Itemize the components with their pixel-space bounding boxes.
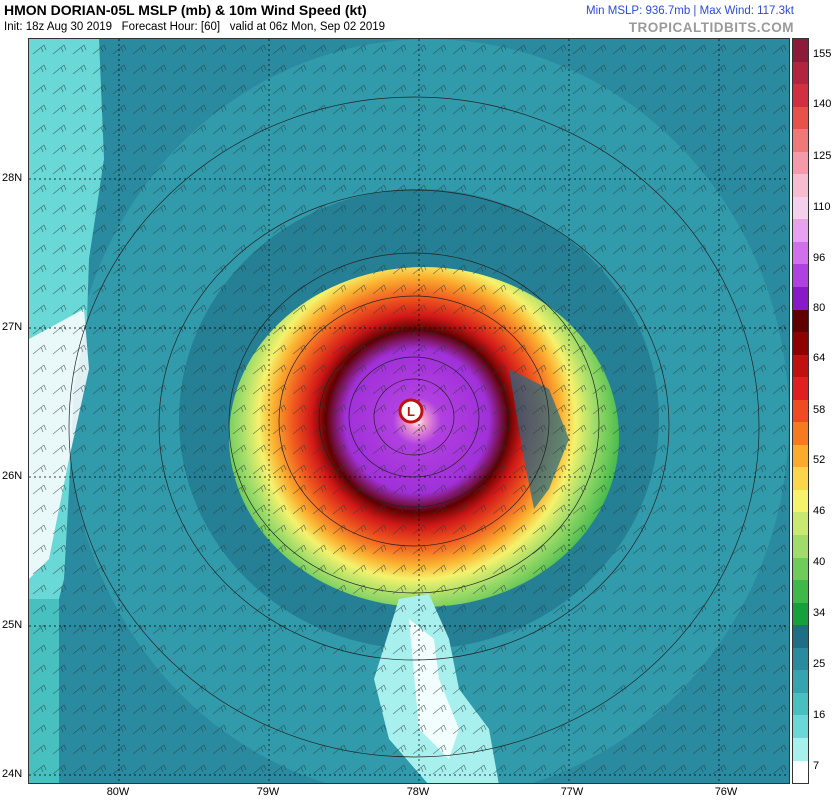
colorbar-tick-label: 46 [813,505,826,517]
map-panel[interactable]: L [28,38,790,784]
colorbar-swatch [793,512,808,536]
colorbar-swatch [793,84,808,107]
low-pressure-marker: L [407,404,415,419]
colorbar-swatch [793,647,808,671]
colorbar-swatch [793,354,808,378]
colorbar-swatch [793,467,808,490]
colorbar-tick-label: 110 [813,201,831,213]
colorbar-tick-label: 40 [813,556,826,568]
site-watermark[interactable]: TROPICALTIDBITS.COM [628,20,794,35]
colorbar-tick-label: 7 [813,760,820,772]
colorbar-swatch [793,106,808,130]
colorbar-swatch [793,61,808,85]
colorbar-tick-label: 140 [813,98,832,110]
colorbar-swatch [793,377,808,400]
colorbar-swatch [793,399,808,423]
colorbar-swatch [793,670,808,693]
colorbar-swatch [793,309,808,333]
lon-label-78w: 78W [406,786,430,798]
colorbar-swatch [793,715,808,738]
colorbar-swatch [793,332,808,355]
colorbar-swatch [793,219,808,242]
colorbar-tick-label: 52 [813,454,826,466]
run-info: Init: 18z Aug 30 2019 Forecast Hour: [60… [4,21,385,33]
lat-label-25n: 25N [2,619,23,631]
colorbar-swatch [793,241,808,265]
lon-label-79w: 79W [256,786,280,798]
lat-label-26n: 26N [2,470,23,482]
colorbar-tick-label: 25 [813,658,826,670]
colorbar-swatch [793,151,808,175]
wind-speed-colorbar [792,38,809,784]
colorbar-tick-label: 155 [813,48,832,60]
colorbar-swatch [793,174,808,197]
colorbar-swatch [793,287,808,310]
colorbar-swatch [793,692,808,716]
lon-label-76w: 76W [714,786,738,798]
forecast-hour: Forecast Hour: [60] [121,21,221,33]
lat-label-24n: 24N [2,768,23,780]
colorbar-swatch [793,580,808,603]
colorbar-swatch [793,760,808,784]
graticule [29,39,789,783]
colorbar-tick-label: 64 [813,352,826,364]
init-time: Init: 18z Aug 30 2019 [4,21,113,33]
colorbar-swatch [793,535,808,558]
lon-label-80w: 80W [106,786,130,798]
storm-eye [398,398,424,424]
colorbar-tick-label: 16 [813,709,826,721]
colorbar-swatch [793,264,808,288]
lat-label-28n: 28N [2,172,23,184]
colorbar-tick-label: 58 [813,404,826,416]
colorbar-swatch [793,557,808,581]
colorbar-swatch [793,625,808,648]
colorbar-swatch [793,129,808,152]
colorbar-swatch [793,602,808,626]
lon-label-77w: 77W [560,786,584,798]
map-title: HMON DORIAN-05L MSLP (mb) & 10m Wind Spe… [4,2,367,18]
colorbar-swatch [793,196,808,220]
colorbar-swatch [793,489,808,513]
colorbar-tick-label: 80 [813,302,826,314]
isobars [68,96,760,758]
valid-time: valid at 06z Mon, Sep 02 2019 [229,21,386,33]
colorbar-tick-label: 34 [813,607,826,619]
wind-field-map: L [29,39,789,783]
lat-label-27n: 27N [2,321,23,333]
colorbar-tick-label: 96 [813,252,826,264]
colorbar-swatch [793,444,808,468]
colorbar-swatch [793,422,808,445]
colorbar-swatch [793,737,808,761]
colorbar-swatch [793,39,808,62]
storm-stats: Min MSLP: 936.7mb | Max Wind: 117.3kt [586,5,794,17]
colorbar-tick-label: 125 [813,150,832,162]
